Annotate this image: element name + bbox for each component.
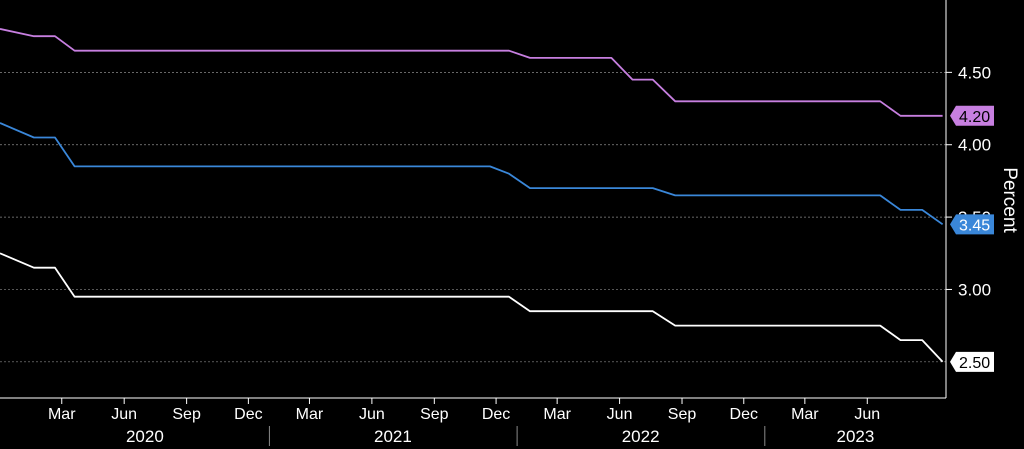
x-tick-label: Sep xyxy=(420,406,449,423)
y-axis-ticks: 3.003.504.004.50 xyxy=(946,63,991,299)
y-tick-label: 4.50 xyxy=(958,63,991,82)
series-line xyxy=(0,252,944,363)
last-value-label: 2.50 xyxy=(959,355,990,372)
x-tick-label: Dec xyxy=(234,406,262,423)
year-label: 2023 xyxy=(836,427,874,446)
x-tick-label: Dec xyxy=(730,406,758,423)
x-tick-label: Mar xyxy=(48,406,76,423)
x-tick-label: Sep xyxy=(668,406,697,423)
x-tick-label: Mar xyxy=(296,406,324,423)
series-lines xyxy=(0,28,944,363)
x-tick-label: Sep xyxy=(172,406,201,423)
gridlines xyxy=(0,72,946,363)
y-tick-label: 4.00 xyxy=(958,136,991,155)
x-tick-label: Mar xyxy=(543,406,571,423)
series-line xyxy=(0,28,943,117)
y-axis-title: Percent xyxy=(999,167,1020,233)
x-axis-ticks: Mar Jun Sep Dec Mar Jun Sep Dec Mar Jun Sep Dec Mar J… xyxy=(48,398,880,446)
x-tick-label: Jun xyxy=(607,406,633,423)
last-value-tag xyxy=(950,105,994,126)
last-value-tags: 4.20 3.45 2.50 xyxy=(950,105,994,372)
series-line xyxy=(0,122,944,226)
year-label: 2022 xyxy=(622,427,660,446)
year-label: 2021 xyxy=(374,427,412,446)
x-tick-label: Jun xyxy=(111,406,137,423)
year-label: 2020 xyxy=(126,427,164,446)
y-tick-label: 3.00 xyxy=(958,280,991,299)
last-value-label: 3.45 xyxy=(959,217,990,234)
last-value-label: 4.20 xyxy=(959,109,990,126)
last-value-tag xyxy=(950,351,994,372)
x-tick-label: Mar xyxy=(791,406,819,423)
x-tick-label: Jun xyxy=(854,406,880,423)
last-value-tag xyxy=(950,214,994,235)
x-tick-label: Jun xyxy=(359,406,385,423)
x-tick-label: Dec xyxy=(482,406,510,423)
